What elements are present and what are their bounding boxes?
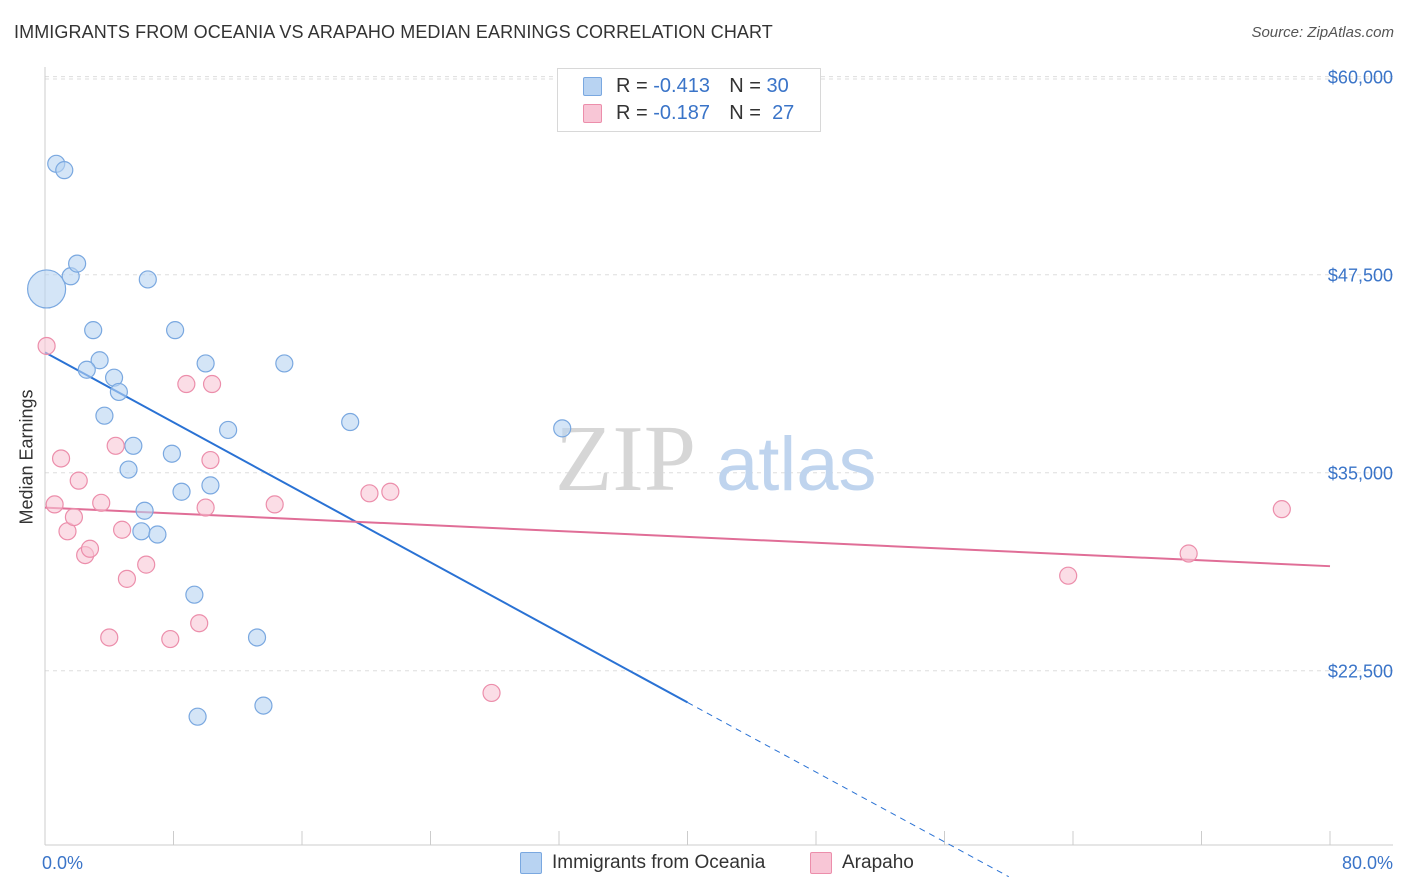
- data-point-oceania: [162, 444, 181, 463]
- data-point-arapaho: [92, 493, 111, 512]
- trend-line-arapaho: [44, 506, 1331, 568]
- legend-swatch-arapaho: [583, 104, 602, 123]
- data-point-arapaho: [482, 683, 501, 703]
- trend-line-extension: [687, 701, 1009, 878]
- chart-title: IMMIGRANTS FROM OCEANIA VS ARAPAHO MEDIA…: [14, 22, 773, 42]
- n-value: 27: [772, 101, 795, 124]
- legend-swatch-oceania: [583, 77, 602, 96]
- data-point-arapaho: [69, 471, 88, 490]
- legend-swatch: [520, 852, 542, 874]
- data-point-oceania: [84, 321, 103, 340]
- data-point-oceania: [188, 707, 207, 726]
- data-point-oceania: [172, 482, 191, 501]
- x-tick-label: 80.0%: [1342, 853, 1393, 873]
- r-label: R =: [616, 101, 648, 124]
- data-point-arapaho: [177, 374, 196, 394]
- data-point-arapaho: [37, 336, 56, 356]
- y-tick-labels: $22,500 $35,000 $47,500 $60,000: [1328, 68, 1393, 682]
- r-value: -0.413: [653, 74, 710, 97]
- data-point-arapaho: [265, 495, 284, 514]
- data-point-oceania: [119, 460, 138, 479]
- trend-line-oceania: [44, 351, 688, 704]
- data-point-arapaho: [100, 628, 119, 647]
- data-point-oceania: [135, 501, 154, 520]
- n-label: N =: [729, 101, 761, 124]
- gridlines: [45, 76, 1393, 672]
- watermark: ZIP atlas: [555, 407, 877, 511]
- data-point-arapaho: [117, 569, 137, 588]
- data-point-oceania: [68, 254, 87, 273]
- data-point-arapaho: [196, 498, 215, 517]
- source-credit: Source: ZipAtlas.com: [1251, 24, 1394, 41]
- data-point-oceania: [341, 412, 360, 432]
- data-point-oceania: [148, 525, 167, 544]
- data-points: [27, 154, 1291, 726]
- data-point-arapaho: [106, 436, 125, 455]
- data-point-oceania: [254, 696, 273, 715]
- data-point-oceania: [77, 360, 96, 379]
- data-point-oceania: [27, 269, 67, 309]
- r-label: R =: [616, 74, 648, 97]
- data-point-oceania: [90, 351, 109, 370]
- x-tick-labels: 0.0% 80.0%: [42, 853, 1393, 873]
- legend-swatch: [810, 852, 832, 874]
- data-point-arapaho: [381, 482, 400, 501]
- data-point-oceania: [166, 321, 185, 340]
- data-point-arapaho: [80, 539, 100, 558]
- y-tick-label: $22,500: [1328, 662, 1393, 682]
- data-point-oceania: [95, 406, 114, 425]
- r-value: -0.187: [653, 101, 710, 124]
- watermark-zip: ZIP: [555, 407, 696, 511]
- y-axis-label: Median Earnings: [16, 389, 37, 525]
- data-point-arapaho: [201, 450, 220, 470]
- data-point-oceania: [201, 476, 220, 495]
- data-point-oceania: [109, 382, 128, 402]
- data-point-oceania: [138, 270, 157, 289]
- data-point-oceania: [124, 436, 143, 455]
- watermark-atlas: atlas: [716, 422, 877, 507]
- y-tick-label: $35,000: [1328, 464, 1393, 484]
- axes: [44, 67, 1393, 846]
- legend-item-arapaho[interactable]: Arapaho: [810, 852, 914, 874]
- legend-label: Arapaho: [842, 852, 914, 873]
- data-point-arapaho: [202, 374, 222, 394]
- x-tick-label: 0.0%: [42, 853, 83, 873]
- data-point-arapaho: [1179, 544, 1198, 563]
- data-point-arapaho: [64, 507, 84, 527]
- y-tick-label: $60,000: [1328, 68, 1393, 88]
- data-point-arapaho: [360, 484, 379, 503]
- data-point-oceania: [132, 522, 151, 541]
- data-point-oceania: [196, 354, 215, 373]
- trend-lines: [44, 351, 1331, 878]
- y-tick-label: $47,500: [1328, 266, 1393, 286]
- data-point-oceania: [553, 419, 572, 438]
- data-point-oceania: [55, 161, 74, 180]
- data-point-arapaho: [161, 629, 180, 649]
- data-point-oceania: [219, 420, 238, 440]
- data-point-oceania: [275, 354, 294, 373]
- data-point-arapaho: [51, 449, 71, 468]
- data-point-arapaho: [112, 520, 132, 539]
- n-value: 30: [766, 74, 789, 97]
- legend-item-oceania[interactable]: Immigrants from Oceania: [520, 852, 765, 874]
- data-point-arapaho: [137, 555, 156, 574]
- data-point-oceania: [185, 585, 204, 604]
- legend-label: Immigrants from Oceania: [552, 852, 766, 873]
- n-label: N =: [729, 74, 761, 97]
- data-point-arapaho: [190, 614, 209, 633]
- legend-row-oceania: R = -0.413 N = 30: [616, 73, 789, 99]
- data-point-arapaho: [45, 495, 64, 514]
- data-point-arapaho: [1059, 566, 1078, 585]
- stats-legend: R = -0.413 N = 30 R = -0.187 N = 27: [557, 68, 821, 132]
- data-point-oceania: [247, 628, 267, 647]
- legend-row-arapaho: R = -0.187 N = 27: [616, 100, 794, 126]
- data-point-arapaho: [1272, 500, 1291, 519]
